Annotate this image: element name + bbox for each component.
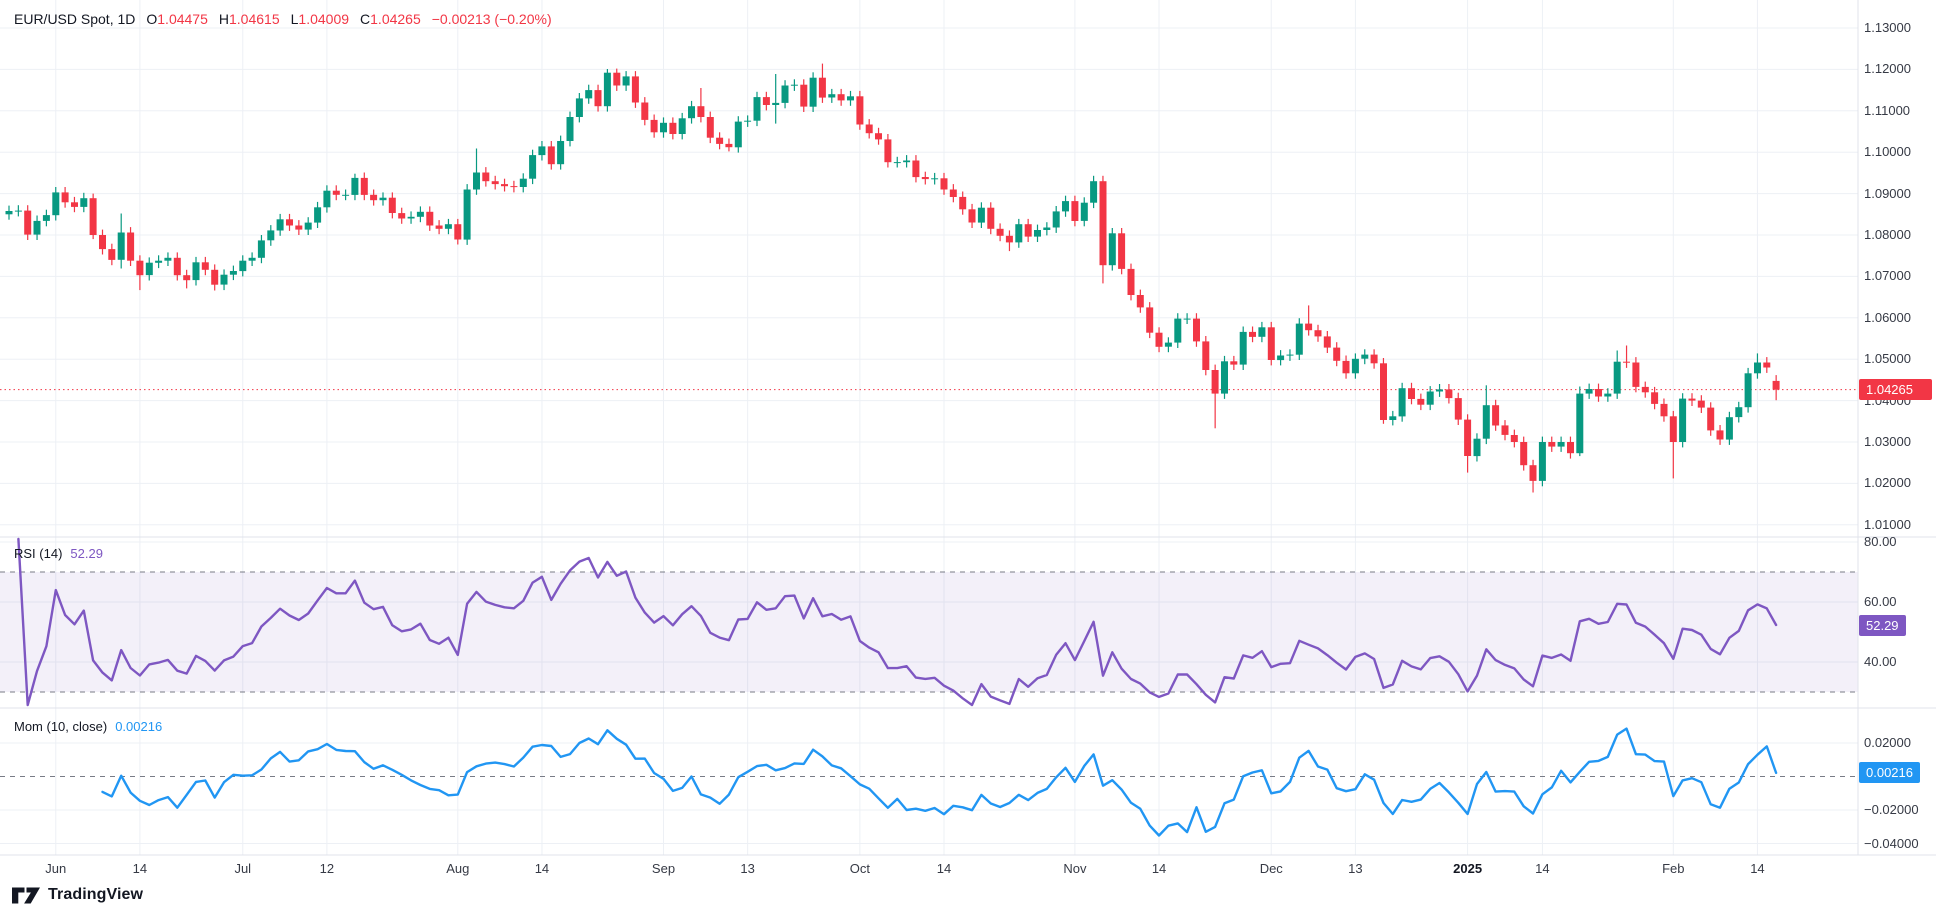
price-axis-label: 1.12000 xyxy=(1864,61,1911,77)
time-axis-label: Sep xyxy=(651,861,676,876)
time-axis-label: Dec xyxy=(1259,861,1283,876)
last-price-badge: 1.04265 xyxy=(1859,379,1932,401)
tradingview-logo-icon xyxy=(12,887,40,903)
time-axis-label: Feb xyxy=(1662,861,1685,876)
time-axis-label: 14 xyxy=(534,861,550,876)
time-axis-label: 14 xyxy=(1535,861,1550,876)
time-axis-label: 13 xyxy=(1348,861,1363,876)
change-value: −0.00213 (−0.20%) xyxy=(431,11,552,27)
price-axis-label: 1.03000 xyxy=(1864,434,1911,449)
momentum-value: 0.00216 xyxy=(115,719,163,734)
ohlc-close: C1.04265 xyxy=(360,11,421,27)
ohlc-open: O1.04475 xyxy=(146,11,208,27)
price-axis-label: 1.11000 xyxy=(1864,102,1911,118)
momentum-title: Mom (10, close) xyxy=(14,719,108,734)
price-axis-label: 1.02000 xyxy=(1864,475,1911,491)
price-axis-label: 1.10000 xyxy=(1864,144,1911,160)
rsi-legend[interactable]: RSI (14) 52.29 xyxy=(14,546,103,561)
momentum-value-badge: 0.00216 xyxy=(1859,762,1920,784)
momentum-axis-label: 0.02000 xyxy=(1864,735,1911,750)
rsi-axis-label: 40.00 xyxy=(1864,654,1897,669)
time-axis-label: 13 xyxy=(740,861,755,876)
rsi-value-badge: 52.29 xyxy=(1859,614,1906,636)
momentum-axis-label: −0.04000 xyxy=(1864,835,1919,851)
time-axis-label: 2025 xyxy=(1453,861,1483,876)
tradingview-watermark-text: TradingView xyxy=(48,886,144,903)
rsi-value: 52.29 xyxy=(70,546,103,561)
price-axis-label: 1.09000 xyxy=(1864,185,1911,201)
time-axis-label: Nov xyxy=(1063,861,1087,876)
time-axis-label: Oct xyxy=(849,861,870,876)
price-axis-label: 1.05000 xyxy=(1864,351,1911,367)
time-axis-label: 14 xyxy=(936,861,952,876)
time-axis-label: Jun xyxy=(45,861,67,876)
price-axis-label: 1.06000 xyxy=(1864,309,1911,325)
symbol-title: EUR/USD Spot, 1D xyxy=(14,11,136,27)
rsi-title: RSI (14) xyxy=(14,546,63,561)
time-axis-label: Aug xyxy=(446,861,470,876)
time-axis-label: 14 xyxy=(1151,861,1167,876)
time-axis-label: Jul xyxy=(234,861,252,876)
price-axis-label: 1.07000 xyxy=(1864,268,1911,284)
price-axis-label: 1.13000 xyxy=(1864,20,1911,35)
symbol-legend[interactable]: EUR/USD Spot, 1D O1.04475 H1.04615 L1.04… xyxy=(14,11,552,27)
momentum-legend[interactable]: Mom (10, close) 0.00216 xyxy=(14,719,162,734)
ohlc-low: L1.04009 xyxy=(290,11,350,27)
price-axis-label: 1.01000 xyxy=(1864,516,1911,532)
ohlc-high: H1.04615 xyxy=(218,11,280,27)
rsi-axis-label: 60.00 xyxy=(1864,594,1897,609)
momentum-axis-label: −0.02000 xyxy=(1864,802,1919,817)
time-axis-label: 14 xyxy=(1750,861,1765,876)
time-axis-label: 14 xyxy=(132,861,148,876)
price-axis-label: 1.08000 xyxy=(1864,227,1911,242)
time-axis-label: 12 xyxy=(319,861,335,876)
rsi-axis-label: 80.00 xyxy=(1864,534,1897,549)
tradingview-watermark[interactable]: TradingView xyxy=(12,886,143,904)
